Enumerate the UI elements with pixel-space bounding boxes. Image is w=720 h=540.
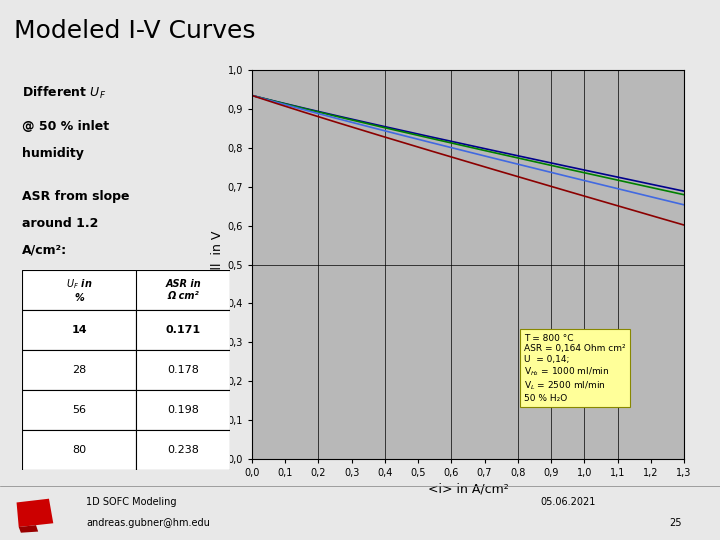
Bar [137, 430, 230, 470]
Bar [22, 430, 137, 470]
Text: 0.171: 0.171 [166, 325, 201, 335]
Bar [137, 350, 230, 390]
Text: 05.06.2021: 05.06.2021 [540, 497, 595, 507]
Bar [22, 390, 137, 430]
Bar [22, 350, 137, 390]
Text: 25: 25 [670, 518, 682, 529]
Bar [22, 310, 137, 350]
Text: 1D SOFC Modeling: 1D SOFC Modeling [86, 497, 177, 507]
Text: 14: 14 [71, 325, 87, 335]
Text: @ 50 % inlet: @ 50 % inlet [22, 119, 109, 133]
Text: $U_F$ in
%: $U_F$ in % [66, 277, 92, 303]
Bar [22, 270, 230, 310]
Text: ASR in
Ω cm²: ASR in Ω cm² [166, 279, 202, 301]
Text: 0.178: 0.178 [168, 365, 199, 375]
Y-axis label: V_cell  in V: V_cell in V [210, 231, 223, 299]
Polygon shape [17, 499, 53, 527]
Text: 28: 28 [72, 365, 86, 375]
Bar [137, 310, 230, 350]
Text: around 1.2: around 1.2 [22, 217, 98, 230]
Text: humidity: humidity [22, 146, 84, 160]
Text: Different $U_F$: Different $U_F$ [22, 85, 106, 102]
Text: andreas.gubner@hm.edu: andreas.gubner@hm.edu [86, 518, 210, 529]
Text: 0.198: 0.198 [168, 405, 199, 415]
Bar [137, 270, 230, 310]
Text: ASR from slope: ASR from slope [22, 190, 129, 203]
Text: 0.238: 0.238 [168, 445, 199, 455]
Polygon shape [19, 525, 38, 532]
Bar [137, 390, 230, 430]
Text: 56: 56 [72, 405, 86, 415]
Text: Modeled I-V Curves: Modeled I-V Curves [14, 19, 256, 43]
Text: A/cm²:: A/cm²: [22, 244, 67, 257]
Text: T = 800 °C
ASR = 0,164 Ohm cm²
U  = 0,14;
V$_{H₂}$ = 1000 ml/min
V$_L$ = 2500 ml: T = 800 °C ASR = 0,164 Ohm cm² U = 0,14;… [524, 334, 626, 403]
Text: 80: 80 [72, 445, 86, 455]
X-axis label: <i> in A/cm²: <i> in A/cm² [428, 482, 508, 495]
